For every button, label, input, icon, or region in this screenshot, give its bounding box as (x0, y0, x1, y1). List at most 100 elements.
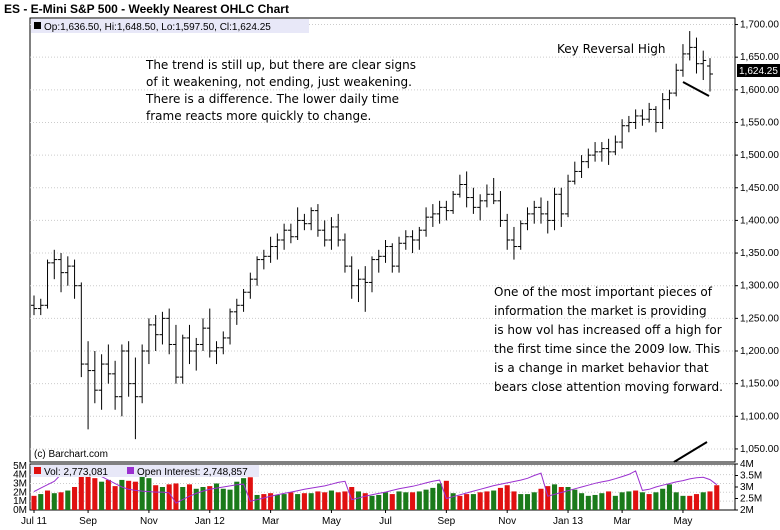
volume-bar (112, 486, 118, 510)
volume-series (31, 469, 720, 510)
volume-bar (92, 478, 98, 510)
ohlc-bar (551, 187, 558, 231)
volume-trend-line (673, 441, 708, 463)
volume-note-line-5: is a change in market behavior that (494, 361, 709, 375)
ohlc-bar (369, 256, 375, 293)
volume-bar (99, 481, 105, 510)
time-tick-label: May (322, 516, 341, 527)
ohlc-bar (396, 236, 403, 273)
volume-bar (572, 489, 578, 510)
ohlc-bar (504, 213, 511, 250)
ohlc-bar (321, 220, 328, 247)
volume-bar (410, 492, 416, 510)
volume-note-line-2: information the market is providing (494, 304, 707, 318)
volume-bar (396, 491, 402, 510)
volume-bar (680, 495, 686, 510)
price-tick-label: 1,150.00 (740, 379, 779, 390)
volume-bar (65, 490, 71, 510)
ohlc-bar (443, 200, 450, 221)
ohlc-bar (341, 233, 348, 273)
ohlc-bar (659, 93, 666, 129)
ohlc-bar (118, 344, 125, 417)
ohlc-bar (531, 200, 538, 224)
ohlc-bar (456, 174, 463, 198)
trend-note-line-3: There is a difference. The lower daily t… (145, 92, 399, 106)
volume-bar (105, 479, 111, 510)
volume-bar (518, 494, 524, 510)
volume-bar (274, 494, 280, 510)
ohlc-bar (423, 207, 430, 237)
time-tick-label: May (674, 516, 693, 527)
volume-bar (288, 492, 294, 510)
volume-bar (247, 477, 253, 510)
ohlc-bar (700, 50, 707, 81)
ohlc-bar (666, 89, 673, 110)
ohlc-bar (31, 295, 37, 316)
ohlc-bar (497, 191, 504, 227)
volume-bar (44, 490, 51, 510)
ohlc-bar (166, 308, 173, 355)
ohlc-bar (450, 191, 457, 214)
volume-tick-label: 4M (13, 470, 27, 481)
ohlc-bar (240, 288, 247, 312)
oi-tick-label: 3M (740, 482, 754, 493)
ohlc-bar (510, 226, 517, 260)
volume-bar (58, 492, 64, 510)
ohlc-bar (686, 31, 693, 61)
ohlc-bar (625, 115, 632, 133)
last-price-box (737, 64, 780, 77)
price-tick-label: 1,050.00 (740, 444, 779, 455)
ohlc-bar (490, 177, 497, 205)
ohlc-bar (267, 236, 274, 263)
volume-bar (281, 494, 287, 510)
ohlc-bar (287, 223, 294, 244)
volume-bar (673, 492, 679, 510)
volume-bar (322, 492, 328, 510)
ohlc-bar (565, 174, 572, 218)
ohlc-bar (308, 207, 315, 231)
price-tick-label: 1,700.00 (740, 20, 779, 31)
volume-note: One of the most important pieces of info… (494, 285, 723, 394)
ohlc-bar (483, 184, 490, 208)
ohlc-bar (213, 341, 220, 365)
ohlc-bar (78, 282, 85, 378)
ohlc-bar (64, 256, 71, 286)
ohlc-bar (233, 298, 240, 325)
ohlc-bar (105, 344, 112, 384)
time-tick-label: Sep (437, 516, 455, 527)
ohlc-bar (51, 249, 58, 280)
price-tick-label: 1,500.00 (740, 150, 779, 161)
ohlc-bar (605, 138, 612, 165)
ohlc-bar (544, 200, 551, 234)
volume-bar (457, 495, 463, 510)
price-gridlines (30, 24, 735, 450)
ohlc-bar (294, 207, 301, 240)
ohlc-bar (389, 243, 396, 273)
ohlc-bar (707, 58, 713, 92)
ohlc-bar (524, 207, 531, 231)
volume-bar (146, 478, 152, 510)
volume-bar (639, 492, 645, 510)
volume-bar (443, 480, 449, 510)
volume-bar (423, 489, 429, 510)
price-tick-label: 1,400.00 (740, 215, 779, 226)
volume-bar (85, 469, 91, 510)
volume-bar (186, 484, 193, 510)
volume-bar (220, 488, 226, 510)
ohlc-bar (470, 187, 477, 214)
trend-note-line-4: frame reacts more quickly to change. (146, 109, 371, 123)
volume-bar (653, 492, 659, 510)
time-tick-label: Jan 13 (553, 516, 583, 527)
volume-bar (700, 492, 706, 510)
price-tick-label: 1,650.00 (740, 52, 779, 63)
open-interest-series (33, 469, 718, 504)
time-tick-label: Nov (498, 516, 516, 527)
volume-bar (369, 495, 375, 510)
volume-bar (491, 490, 497, 510)
oi-legend-swatch (127, 467, 134, 474)
volume-note-line-6: bears close attention moving forward. (494, 380, 723, 394)
ohlc-bar (220, 331, 227, 355)
ohlc-bar (179, 334, 186, 384)
